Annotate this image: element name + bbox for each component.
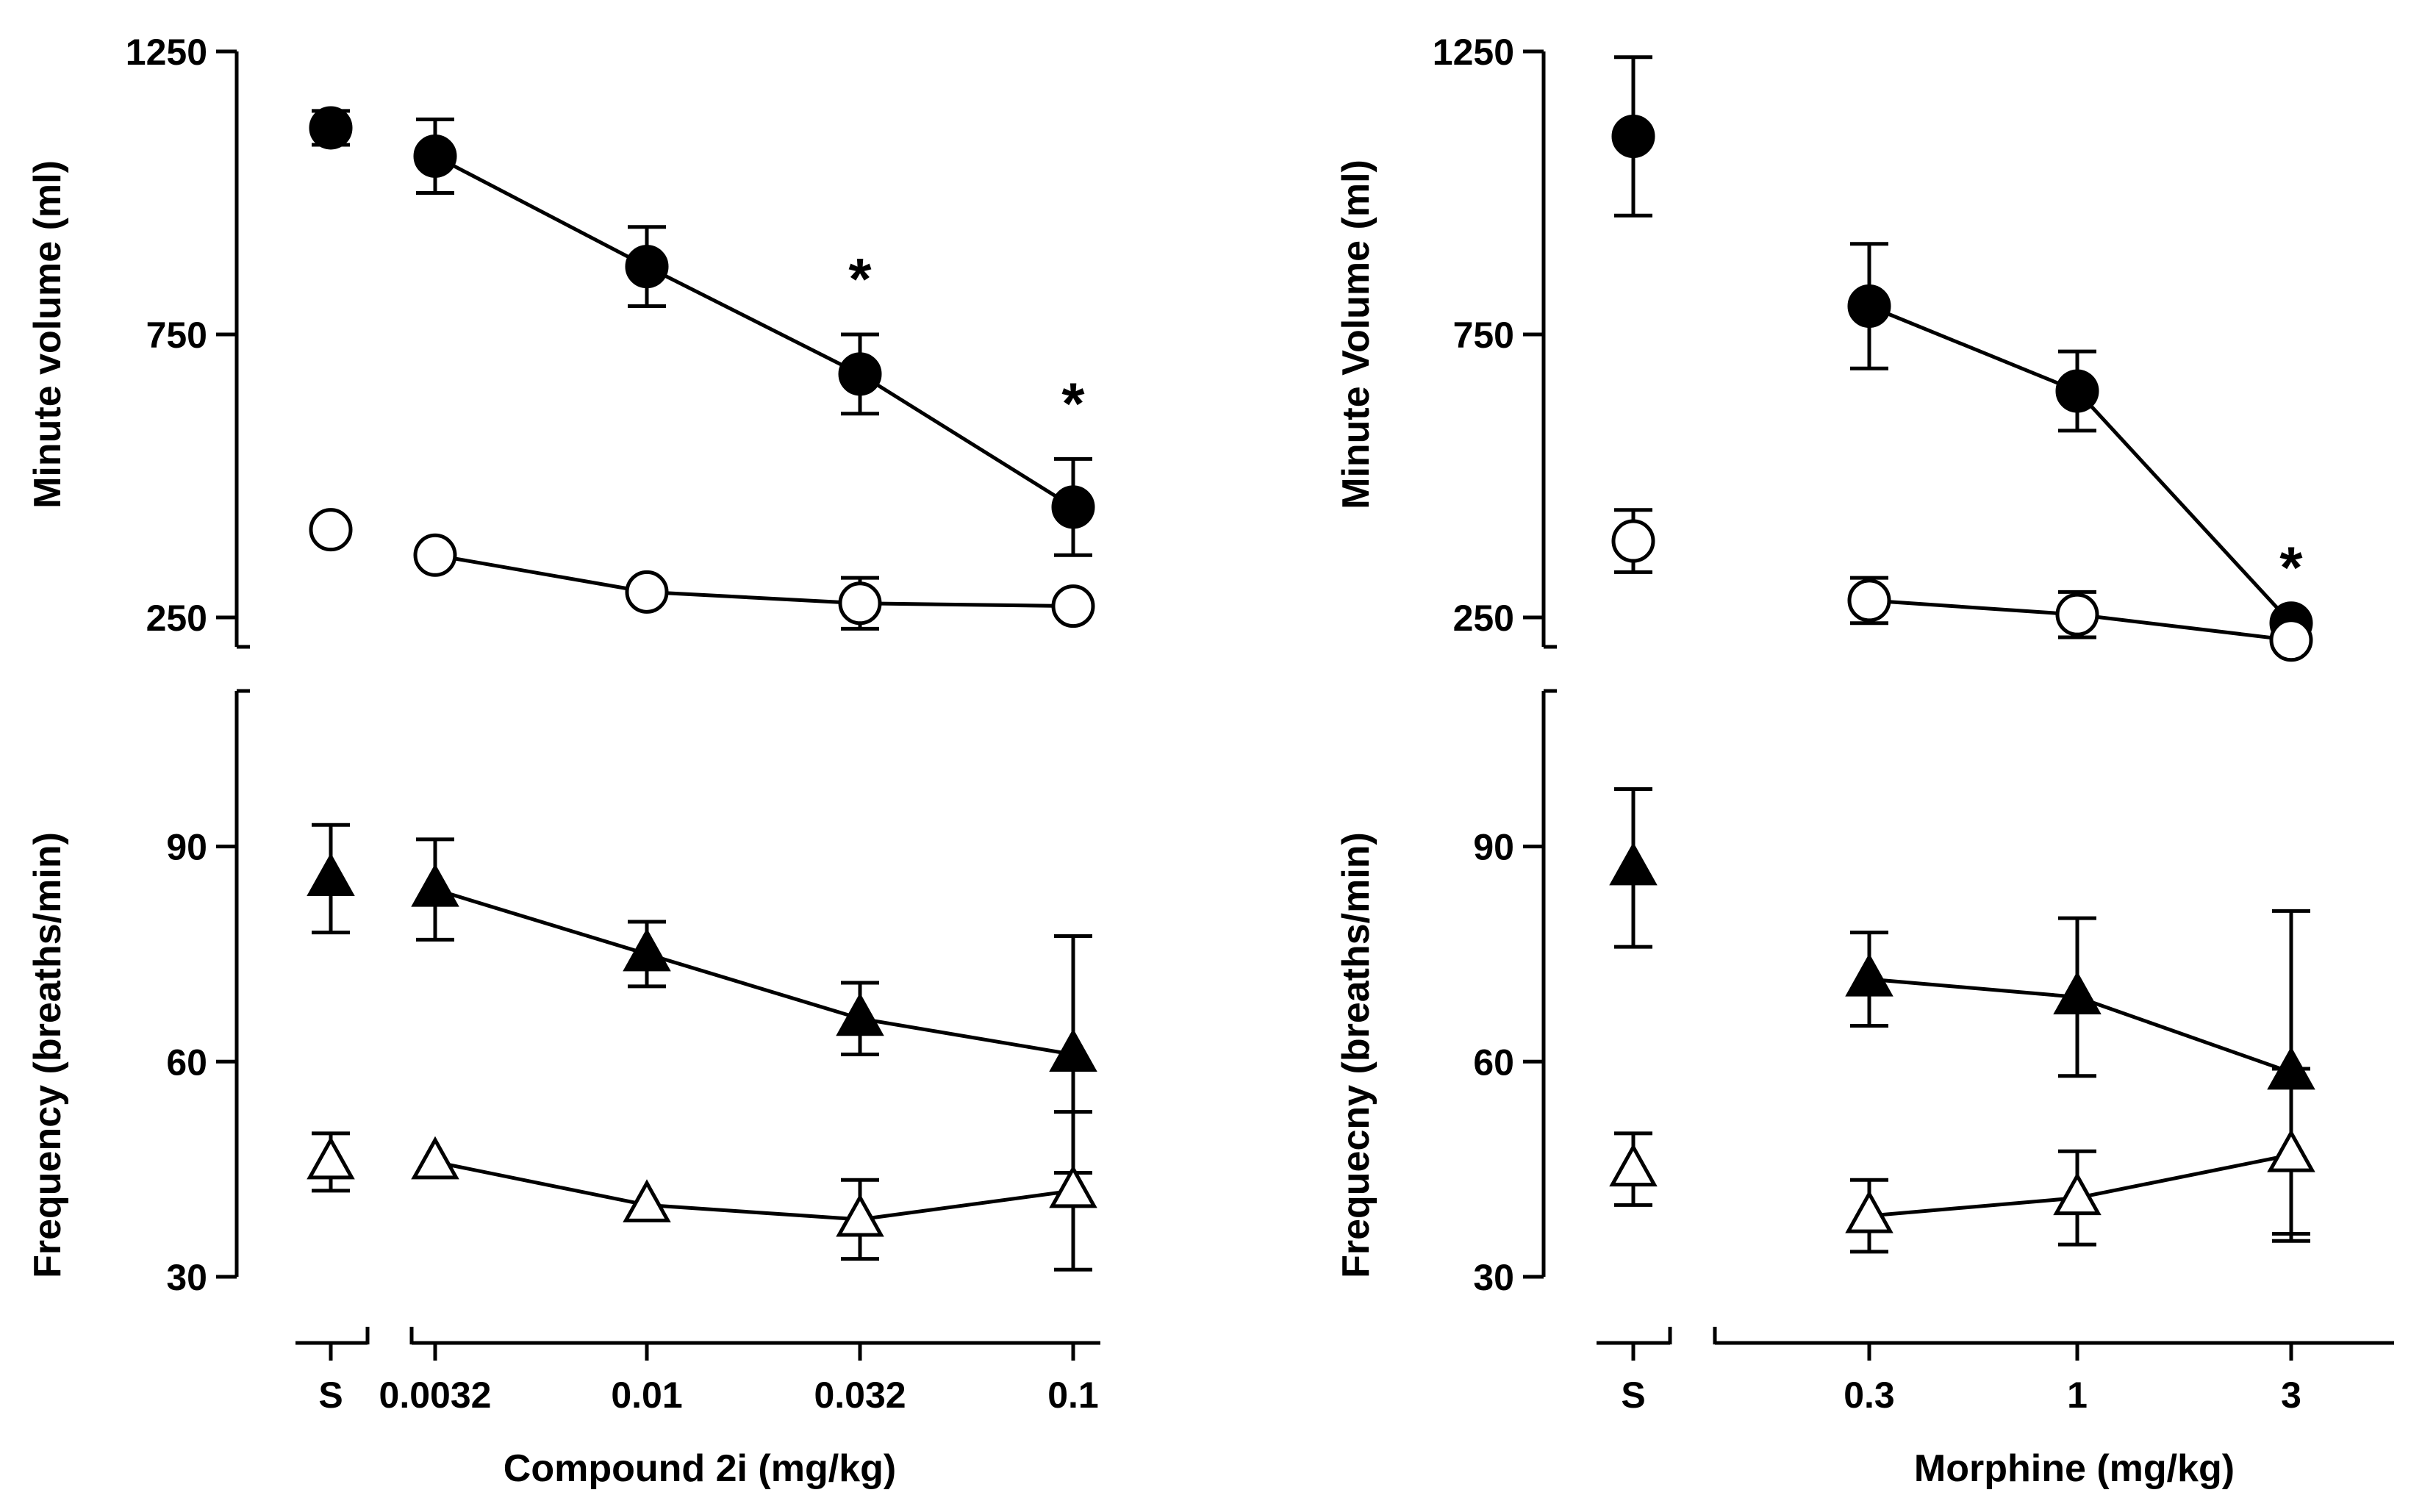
left-bottom-open-triangle-point-0.01 (623, 1179, 671, 1222)
right-top-open-circle-point-1 (2055, 592, 2099, 637)
left-bottom-filled-triangle-point-0.032 (836, 992, 884, 1036)
right-xtick-label-S: S (1621, 1375, 1645, 1416)
left-xtick-label-S: S (318, 1375, 343, 1416)
left-bottom-filled-triangle-point-0.0032 (411, 863, 459, 907)
left-top-series-filled-circle (309, 106, 1095, 557)
left-x-axis: S 0.0032 0.01 0.032 0.1 (295, 1327, 1100, 1416)
left-bottom-ytick-label-90: 90 (166, 827, 207, 868)
left-top-filled-circle-point-0.032 (838, 352, 882, 396)
left-top-axis: 250 750 1250 (126, 32, 250, 649)
right-bottom-open-triangle-point-S (1609, 1143, 1658, 1187)
right-bottom-series-filled-triangle (1609, 787, 2315, 1236)
left-bottom-open-triangle-line (434, 1160, 1074, 1222)
left-top-filled-circle-line (434, 154, 1075, 509)
right-top-open-circle-point-0.3 (1847, 578, 1891, 623)
left-bottom-filled-triangle-point-0.01 (623, 928, 671, 972)
right-top-open-circle-point-S (1611, 519, 1655, 563)
left-bottom-ytick-label-60: 60 (166, 1042, 207, 1083)
right-top-significance-3: * (2279, 535, 2303, 601)
right-top-ylabel: Minute Volume (ml) (1335, 160, 1377, 509)
right-top-series-open-circle (1611, 508, 2313, 662)
right-bottom-ytick-label-60: 60 (1473, 1042, 1514, 1083)
left-bottom-open-triangle-point-0.032 (836, 1193, 884, 1237)
left-top-ylabel: Minute volume (ml) (26, 160, 69, 509)
left-top-filled-circle-point-0.1 (1051, 485, 1095, 529)
left-top-open-circle-point-0.01 (625, 570, 669, 614)
left-top-open-circle-point-0.1 (1051, 584, 1095, 628)
right-bottom-ytick-label-90: 90 (1473, 827, 1514, 868)
right-panel: 250 750 1250 30 60 90 S 0.3 1 3 * Minute Volume… (1335, 32, 2394, 1490)
left-top-ytick-label-1250: 1250 (126, 32, 207, 73)
right-bottom-ytick-label-30: 30 (1473, 1257, 1514, 1298)
left-top-ytick-label-250: 250 (146, 598, 207, 639)
right-series: * (1609, 55, 2315, 1254)
right-bottom-open-triangle-point-0.3 (1845, 1189, 1893, 1233)
right-top-ytick-label-250: 250 (1453, 598, 1514, 639)
left-top-filled-circle-point-0.0032 (413, 134, 457, 178)
right-x-axis: S 0.3 1 3 (1597, 1327, 2394, 1416)
right-bottom-axis: 30 60 90 (1473, 689, 1557, 1298)
left-top-open-circle-line (434, 553, 1074, 609)
left-xtick-label-0.0032: 0.0032 (379, 1375, 492, 1416)
left-top-ytick-label-750: 750 (146, 315, 207, 356)
right-xlabel: Morphine (mg/kg) (1914, 1447, 2235, 1490)
right-bottom-ylabel: Frequecny (breaths/min) (1335, 832, 1377, 1278)
right-bottom-filled-triangle-point-S (1609, 842, 1658, 886)
right-top-filled-circle-point-0.3 (1847, 284, 1891, 328)
left-top-series-open-circle (309, 508, 1095, 631)
left-top-significance-0.032: * (848, 246, 872, 312)
left-xtick-label-0.032: 0.032 (814, 1375, 906, 1416)
left-bottom-filled-triangle-point-S (307, 853, 355, 896)
left-top-open-circle-point-0.032 (838, 581, 882, 626)
right-xtick-label-3: 3 (2281, 1375, 2301, 1416)
left-bottom-series-filled-triangle (307, 823, 1097, 1175)
left-xlabel: Compound 2i (mg/kg) (504, 1447, 896, 1490)
left-series: ** (307, 106, 1097, 1272)
left-bottom-filled-triangle-line (434, 887, 1074, 1056)
right-top-open-circle-point-3 (2269, 618, 2313, 662)
left-bottom-open-triangle-point-S (307, 1136, 355, 1180)
right-bottom-filled-triangle-point-1 (2053, 971, 2102, 1014)
right-bottom-series-open-triangle (1609, 1067, 2315, 1254)
right-top-ytick-label-750: 750 (1453, 315, 1514, 356)
right-top-axis: 250 750 1250 (1433, 32, 1557, 649)
left-bottom-ytick-label-30: 30 (166, 1257, 207, 1298)
left-bottom-axis: 30 60 90 (166, 689, 250, 1298)
right-top-series-filled-circle (1611, 55, 2313, 645)
left-top-open-circle-point-0.0032 (413, 533, 457, 577)
left-top-significance-0.1: * (1061, 370, 1085, 436)
left-top-filled-circle-point-0.01 (625, 245, 669, 289)
left-xtick-label-0.1: 0.1 (1047, 1375, 1099, 1416)
left-bottom-open-triangle-point-0.1 (1049, 1164, 1097, 1208)
left-top-filled-circle-point-S (309, 106, 353, 150)
left-bottom-open-triangle-point-0.0032 (411, 1136, 459, 1180)
right-top-filled-circle-point-S (1611, 115, 1655, 158)
right-bottom-open-triangle-point-1 (2053, 1172, 2102, 1216)
left-bottom-ylabel: Frequency (breaths/min) (26, 832, 69, 1278)
left-top-open-circle-point-S (309, 508, 353, 552)
right-bottom-filled-triangle-point-0.3 (1845, 953, 1893, 997)
left-bottom-series-open-triangle (307, 1110, 1097, 1272)
right-top-filled-circle-point-1 (2055, 369, 2099, 413)
right-xtick-label-0.3: 0.3 (1844, 1375, 1895, 1416)
right-top-filled-circle-line (1869, 304, 2293, 625)
right-xtick-label-1: 1 (2067, 1375, 2088, 1416)
right-top-ytick-label-1250: 1250 (1433, 32, 1514, 73)
right-bottom-open-triangle-point-3 (2267, 1129, 2315, 1172)
left-bottom-filled-triangle-point-0.1 (1049, 1028, 1097, 1072)
left-xtick-label-0.01: 0.01 (611, 1375, 682, 1416)
